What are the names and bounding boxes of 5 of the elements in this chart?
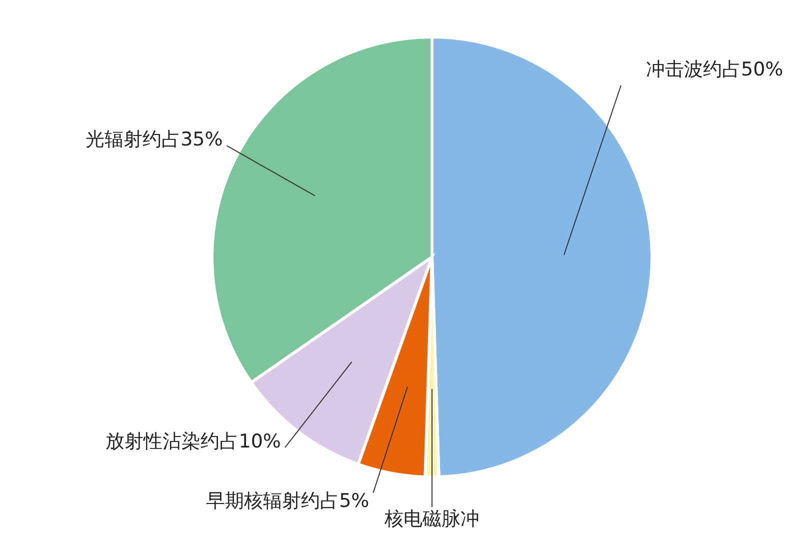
slice-label: 冲击波约占50% (646, 58, 784, 80)
slice-label: 放射性沾染约占10% (106, 430, 281, 453)
slice-label: 早期核辐射约占5% (206, 490, 370, 512)
slice-label: 光辐射约占35% (86, 128, 223, 151)
slice-label: 核电磁脉冲 (384, 508, 480, 530)
